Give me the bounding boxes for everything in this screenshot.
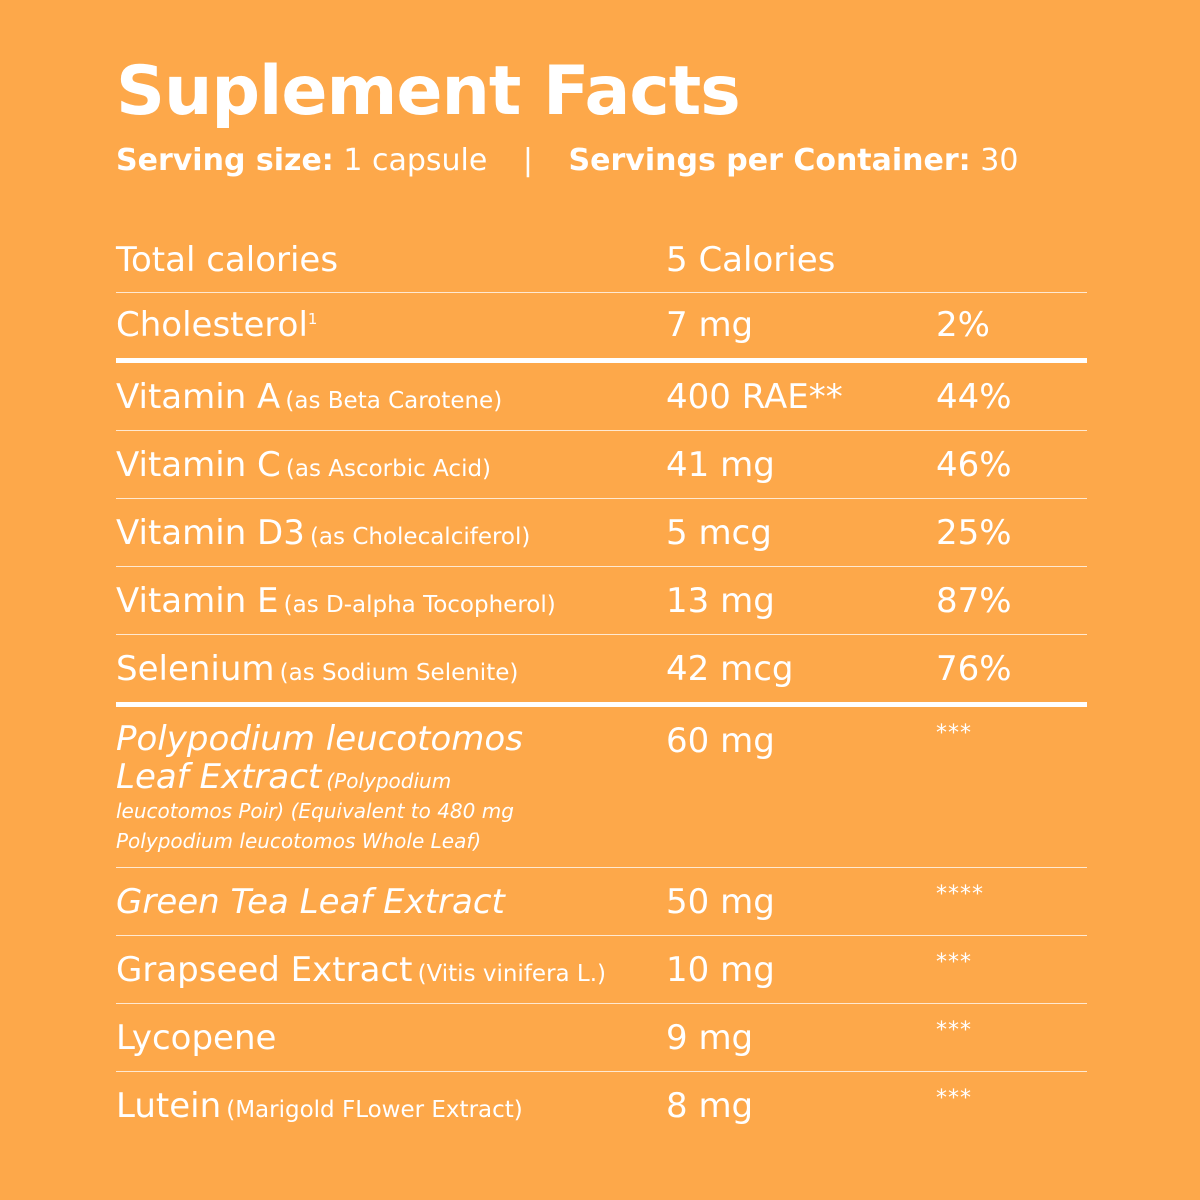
nutrient-name: Vitamin E <box>116 581 279 621</box>
table-row: Vitamin D3 (as Cholecalciferol) 5 mcg 25… <box>116 499 1087 567</box>
table-row: Selenium (as Sodium Selenite) 42 mcg 76% <box>116 635 1087 707</box>
table-row: Lutein (Marigold FLower Extract) 8 mg **… <box>116 1072 1087 1140</box>
nutrient-name: Total calories <box>116 240 339 280</box>
serving-info: Serving size: 1 capsule | Servings per C… <box>116 146 1086 176</box>
nutrient-daily-value: 44% <box>936 377 1012 417</box>
nutrient-daily-value: *** <box>936 721 972 746</box>
nutrient-source: (as Sodium Selenite) <box>279 660 519 686</box>
nutrient-name: Selenium <box>116 649 275 689</box>
table-row: Total calories 5 Calories <box>116 226 1087 293</box>
page-title: Suplement Facts <box>116 52 741 131</box>
nutrient-source: (Vitis vinifera L.) <box>417 961 607 987</box>
nutrient-amount: 50 mg <box>666 882 775 922</box>
nutrient-name-line2: Leaf Extract <box>116 757 322 797</box>
servings-per-container-value: 30 <box>980 143 1019 178</box>
nutrient-daily-value: 25% <box>936 513 1012 553</box>
nutrient-amount: 400 RAE** <box>666 377 843 417</box>
table-row: Green Tea Leaf Extract 50 mg **** <box>116 868 1087 936</box>
nutrient-table: Total calories 5 Calories Cholesterol1 7… <box>116 226 1087 1140</box>
serving-size-value: 1 capsule <box>343 143 488 178</box>
nutrient-daily-value: 76% <box>936 649 1012 689</box>
nutrient-name: Lutein <box>116 1086 222 1126</box>
nutrient-daily-value: 87% <box>936 581 1012 621</box>
table-row: Lycopene 9 mg *** <box>116 1004 1087 1072</box>
serving-separator: | <box>522 143 533 178</box>
nutrient-amount: 60 mg <box>666 721 775 761</box>
nutrient-source: (as Ascorbic Acid) <box>285 456 492 482</box>
nutrient-name: Grapseed Extract <box>116 950 413 990</box>
nutrient-name: Green Tea Leaf Extract <box>116 882 505 922</box>
table-row: Polypodium leucotomos Leaf Extract (Poly… <box>116 707 1087 868</box>
nutrient-source-line2: leucotomos Poir) (Equivalent to 480 mg <box>116 799 514 823</box>
nutrient-amount: 8 mg <box>666 1086 754 1126</box>
nutrient-amount: 42 mcg <box>666 649 794 689</box>
nutrient-daily-value: 46% <box>936 445 1012 485</box>
nutrient-name: Cholesterol <box>116 305 308 345</box>
nutrient-daily-value: *** <box>936 1086 972 1111</box>
table-row: Vitamin C (as Ascorbic Acid) 41 mg 46% <box>116 431 1087 499</box>
nutrient-amount: 41 mg <box>666 445 775 485</box>
nutrient-amount: 10 mg <box>666 950 775 990</box>
nutrient-name-line1: Polypodium leucotomos <box>116 719 523 759</box>
table-row: Vitamin E (as D-alpha Tocopherol) 13 mg … <box>116 567 1087 635</box>
footnote-marker: 1 <box>307 310 318 328</box>
servings-per-container-label: Servings per Container: <box>568 143 971 178</box>
facts-header: Suplement Facts Serving size: 1 capsule … <box>116 58 1086 176</box>
table-row: Cholesterol1 7 mg 2% <box>116 293 1087 363</box>
nutrient-amount: 5 Calories <box>666 240 836 280</box>
nutrient-source: (as Cholecalciferol) <box>309 524 531 550</box>
table-row: Grapseed Extract (Vitis vinifera L.) 10 … <box>116 936 1087 1004</box>
nutrient-daily-value: *** <box>936 1018 972 1043</box>
nutrient-name: Vitamin D3 <box>116 513 305 553</box>
nutrient-daily-value: 2% <box>936 305 990 345</box>
nutrient-name: Lycopene <box>116 1018 277 1058</box>
nutrient-source: (as D-alpha Tocopherol) <box>283 592 556 618</box>
nutrient-name: Vitamin A <box>116 377 281 417</box>
table-row: Vitamin A (as Beta Carotene) 400 RAE** 4… <box>116 363 1087 431</box>
serving-size-label: Serving size: <box>116 143 334 178</box>
nutrient-amount: 5 mcg <box>666 513 772 553</box>
nutrient-source: (as Beta Carotene) <box>285 388 503 414</box>
nutrient-amount: 13 mg <box>666 581 775 621</box>
nutrient-amount: 9 mg <box>666 1018 754 1058</box>
nutrient-source-line3: Polypodium leucotomos Whole Leaf) <box>116 829 482 853</box>
nutrient-amount: 7 mg <box>666 305 754 345</box>
nutrient-source: (Polypodium <box>326 769 452 793</box>
nutrient-daily-value: *** <box>936 950 972 975</box>
nutrient-name: Vitamin C <box>116 445 281 485</box>
nutrient-source: (Marigold FLower Extract) <box>226 1097 523 1123</box>
nutrient-daily-value: **** <box>936 882 984 907</box>
